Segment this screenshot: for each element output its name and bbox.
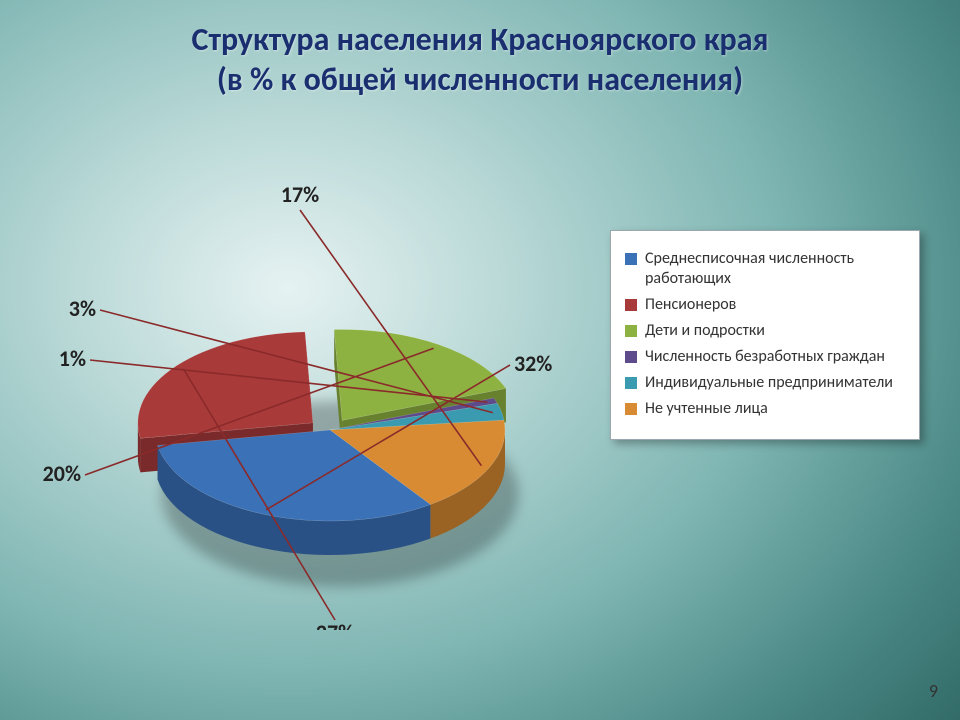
legend-item: Пенсионеров xyxy=(625,295,905,315)
legend-label: Среднесписочная численность работающих xyxy=(645,249,905,289)
data-label: 17% xyxy=(281,181,319,208)
data-label: 32% xyxy=(514,350,552,377)
legend-swatch xyxy=(625,377,637,389)
legend-item: Дети и подростки xyxy=(625,321,905,341)
legend-swatch xyxy=(625,253,637,265)
pie-slice-top xyxy=(138,332,313,438)
legend-swatch xyxy=(625,351,637,363)
title-line-1: Структура населения Красноярского края xyxy=(192,20,769,59)
legend-label: Индивидуальные предприниматели xyxy=(645,373,893,393)
legend-item: Численность безработных граждан xyxy=(625,347,905,367)
legend-label: Дети и подростки xyxy=(645,321,765,341)
legend-item: Индивидуальные предприниматели xyxy=(625,373,905,393)
legend-label: Пенсионеров xyxy=(645,295,736,315)
data-label: 20% xyxy=(43,460,81,487)
legend-swatch xyxy=(625,403,637,415)
title-line-2: (в % к общей численности населения) xyxy=(217,60,743,99)
legend-swatch xyxy=(625,325,637,337)
legend-label: Численность безработных граждан xyxy=(645,347,885,367)
legend-item: Не учтенные лица xyxy=(625,399,905,419)
legend-label: Не учтенные лица xyxy=(645,399,768,419)
data-label: 27% xyxy=(316,619,354,630)
legend-item: Среднесписочная численность работающих xyxy=(625,249,905,289)
data-label: 1% xyxy=(59,345,86,372)
pie-chart: 32% 27% 20% 1% 3% 17% xyxy=(30,150,580,630)
page-number: 9 xyxy=(929,680,938,702)
legend: Среднесписочная численность работающих Пе… xyxy=(610,230,920,440)
slide: Структура населения Красноярского края (… xyxy=(0,0,960,720)
page-title: Структура населения Красноярского края (… xyxy=(0,20,960,100)
legend-swatch xyxy=(625,299,637,311)
data-label: 3% xyxy=(69,295,96,322)
